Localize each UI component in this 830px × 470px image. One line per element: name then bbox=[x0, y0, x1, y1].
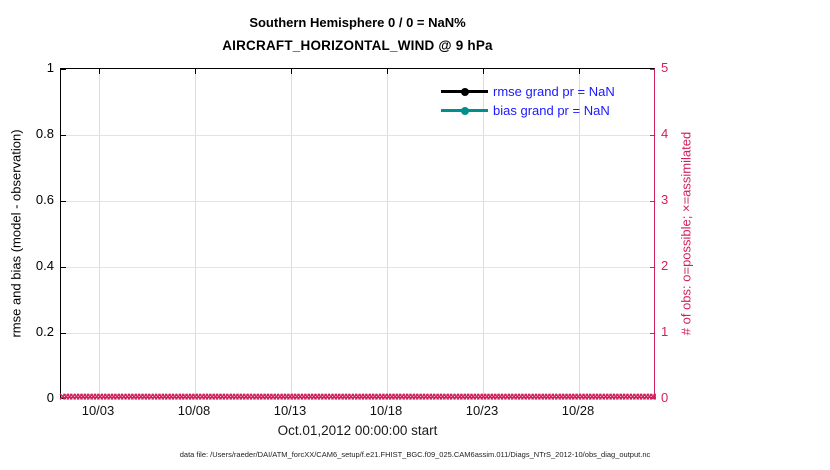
legend-line bbox=[441, 106, 488, 115]
x-tick-label: 10/08 bbox=[177, 403, 211, 418]
y-tick-label-left: 1 bbox=[46, 60, 54, 75]
gridline-horizontal bbox=[61, 201, 656, 202]
right-tick-mark bbox=[650, 267, 655, 268]
legend-line bbox=[441, 87, 488, 96]
figure-title-line1: Southern Hemisphere 0 / 0 = NaN% bbox=[249, 15, 466, 30]
x-tick-label: 10/13 bbox=[273, 403, 307, 418]
gridline-vertical bbox=[195, 69, 196, 399]
legend-item: rmse grand pr = NaN bbox=[441, 82, 615, 101]
top-tick-mark bbox=[483, 69, 484, 74]
left-tick-mark bbox=[61, 333, 66, 334]
left-axis-label: rmse and bias (model - observation) bbox=[8, 129, 24, 338]
legend-marker-dot bbox=[460, 87, 469, 96]
assimilated-markers-band: ××××××××××××××××××××××××××××××××××××××××… bbox=[59, 392, 656, 403]
y-tick-label-left: 0.6 bbox=[35, 192, 54, 207]
top-tick-mark bbox=[195, 69, 196, 74]
y-tick-label-right: 4 bbox=[661, 126, 669, 141]
left-tick-mark bbox=[61, 267, 66, 268]
left-tick-mark bbox=[61, 135, 66, 136]
y-tick-label-left: 0.2 bbox=[35, 324, 54, 339]
x-tick-label: 10/18 bbox=[369, 403, 403, 418]
right-axis-label: # of obs: o=possible; ×=assimilated bbox=[678, 131, 694, 336]
right-tick-mark bbox=[650, 398, 655, 399]
gridline-horizontal bbox=[61, 333, 656, 334]
x-tick-label: 10/03 bbox=[81, 403, 115, 418]
x-axis-label: Oct.01,2012 00:00:00 start bbox=[277, 423, 438, 438]
gridline-horizontal bbox=[61, 267, 656, 268]
right-tick-mark bbox=[650, 201, 655, 202]
y-tick-label-left: 0.8 bbox=[35, 126, 54, 141]
legend-item: bias grand pr = NaN bbox=[441, 101, 615, 120]
legend-item-label: rmse grand pr = NaN bbox=[493, 84, 615, 99]
gridline-vertical bbox=[579, 69, 580, 399]
top-tick-mark bbox=[579, 69, 580, 74]
top-tick-mark bbox=[99, 69, 100, 74]
y-tick-label-right: 0 bbox=[661, 390, 669, 405]
footer-datafile-path: data file: /Users/raeder/DAI/ATM_forcXX/… bbox=[179, 450, 651, 459]
legend-item-label: bias grand pr = NaN bbox=[493, 103, 610, 118]
y-tick-label-right: 5 bbox=[661, 60, 669, 75]
right-tick-mark bbox=[650, 69, 655, 70]
left-tick-mark bbox=[61, 69, 66, 70]
plot-area bbox=[60, 68, 656, 399]
gridline-vertical bbox=[99, 69, 100, 399]
left-tick-mark bbox=[61, 398, 66, 399]
legend-marker-dot bbox=[460, 106, 469, 115]
legend: rmse grand pr = NaN bias grand pr = NaN bbox=[441, 82, 615, 120]
y-tick-label-right: 2 bbox=[661, 258, 669, 273]
y-tick-label-left: 0.4 bbox=[35, 258, 54, 273]
gridline-vertical bbox=[387, 69, 388, 399]
left-tick-mark bbox=[61, 201, 66, 202]
right-tick-mark bbox=[650, 333, 655, 334]
figure-title-line2: AIRCRAFT_HORIZONTAL_WIND @ 9 hPa bbox=[222, 38, 493, 53]
x-tick-label: 10/23 bbox=[465, 403, 499, 418]
gridline-horizontal bbox=[61, 135, 656, 136]
top-tick-mark bbox=[291, 69, 292, 74]
y-tick-label-right: 1 bbox=[661, 324, 669, 339]
y-tick-label-left: 0 bbox=[46, 390, 54, 405]
gridline-vertical bbox=[291, 69, 292, 399]
gridline-vertical bbox=[483, 69, 484, 399]
x-tick-label: 10/28 bbox=[561, 403, 595, 418]
right-tick-mark bbox=[650, 135, 655, 136]
top-tick-mark bbox=[387, 69, 388, 74]
y-tick-label-right: 3 bbox=[661, 192, 669, 207]
